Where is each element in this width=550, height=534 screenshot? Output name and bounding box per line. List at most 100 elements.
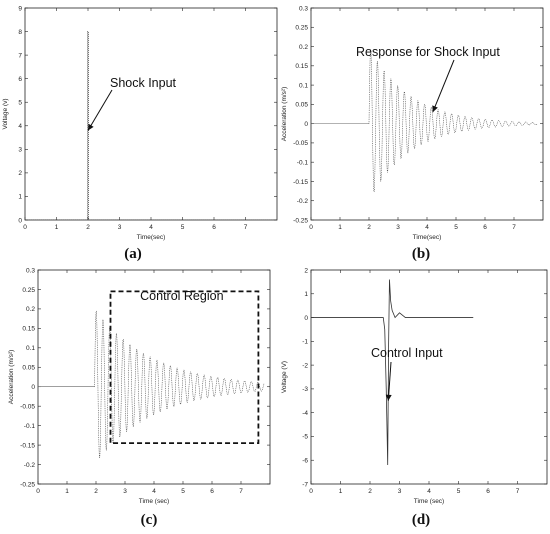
y-axis-label: Acceleration (m/s²)	[8, 350, 15, 405]
x-tick-label: 0	[309, 488, 313, 495]
x-tick-label: 2	[86, 224, 90, 231]
x-tick-label: 7	[244, 224, 248, 231]
annotation-arrow-head	[432, 105, 438, 113]
x-axis-label: Time(sec)	[413, 234, 442, 241]
x-tick-label: 7	[512, 224, 516, 231]
y-tick-label: -4	[302, 410, 308, 417]
annotation-label: Control Input	[371, 346, 443, 360]
y-tick-label: 0.3	[299, 5, 308, 12]
x-tick-label: 1	[338, 224, 342, 231]
x-tick-label: 7	[239, 488, 243, 495]
response-trace	[94, 310, 265, 459]
annotation-label: Shock Input	[110, 76, 177, 90]
annotation-arrow-line	[387, 361, 392, 401]
x-tick-label: 4	[152, 488, 156, 495]
plot-area	[38, 310, 265, 459]
chart-a: 0 1 2 3 4 5 6 7 0 1 2 3 4 5 6 7 8 9 Time(sec) Voltage (v) (a…	[2, 5, 278, 262]
chart-c: 0 1 2 3 4 5 6 7 -0.25 -0.2 -0.15 -0.1 -0.05 0 0.05 0.1 0…	[8, 267, 271, 528]
y-tick-label: 1	[304, 291, 308, 298]
x-tick-label: 3	[118, 224, 122, 231]
response-trace	[368, 49, 538, 193]
annotation-arrow-head	[385, 394, 392, 401]
x-axis-label: Time (sec)	[139, 498, 169, 505]
annotation-arrow-head	[88, 123, 94, 131]
chart-d: 0 1 2 3 4 5 6 7 -7 -6 -5 -4 -3 -2 -1 0 1 2 Time (sec) Volta…	[281, 267, 548, 528]
control-region-box	[109, 290, 260, 445]
y-tick-label: -1	[302, 339, 308, 346]
y-tick-label: 9	[18, 5, 22, 12]
y-tick-label: 0	[31, 384, 35, 391]
plot-area	[25, 31, 277, 220]
panel-caption: (c)	[141, 512, 158, 528]
y-tick-label: -0.2	[24, 462, 36, 469]
y-tick-label: 0.25	[295, 25, 308, 32]
x-tick-label: 0	[309, 224, 313, 231]
plot-area	[311, 279, 474, 465]
y-tick-label: 0	[304, 121, 308, 128]
y-tick-label: 0.3	[26, 267, 35, 274]
y-tick-label: 0.15	[295, 63, 308, 70]
x-tick-label: 5	[457, 488, 461, 495]
shock-trace	[25, 31, 277, 220]
y-tick-label: 5	[18, 100, 22, 107]
x-axis-label: Time(sec)	[137, 234, 166, 241]
x-tick-label: 0	[36, 488, 40, 495]
y-tick-label: 0.2	[26, 306, 35, 313]
y-tick-label: -0.25	[293, 217, 308, 224]
control-region-label: Control Region	[140, 289, 223, 303]
y-tick-label: -2	[302, 362, 308, 369]
control-trace	[311, 279, 474, 465]
x-tick-label: 0	[23, 224, 27, 231]
x-tick-label: 2	[94, 488, 98, 495]
y-tick-label: 0.05	[295, 102, 308, 109]
y-tick-label: -5	[302, 434, 308, 441]
chart-b: 0 1 2 3 4 5 6 7 -0.25 -0.2 -0.15 -0.1 -0.05 0 0.05 0.1 0…	[281, 5, 544, 262]
x-tick-label: 1	[55, 224, 59, 231]
y-tick-label: -0.15	[20, 442, 35, 449]
y-tick-label: -0.1	[297, 159, 309, 166]
plot-frame	[24, 7, 278, 221]
x-tick-label: 4	[427, 488, 431, 495]
y-tick-label: -0.05	[20, 403, 35, 410]
x-tick-label: 4	[425, 224, 429, 231]
annotation-label: Response for Shock Input	[356, 45, 500, 59]
y-tick-label: 2	[18, 170, 22, 177]
y-tick-label: -6	[302, 458, 308, 465]
y-tick-label: -0.25	[20, 481, 35, 488]
y-tick-label: 0.2	[299, 44, 308, 51]
annotation-arrow-line	[87, 89, 113, 131]
panel-caption: (d)	[412, 512, 430, 528]
plot-area	[311, 49, 538, 193]
x-tick-label: 3	[123, 488, 127, 495]
x-tick-label: 6	[210, 488, 214, 495]
y-tick-label: 1	[18, 194, 22, 201]
y-axis-label: Acceleration (m/s²)	[281, 87, 288, 142]
x-tick-label: 3	[398, 488, 402, 495]
x-tick-label: 6	[486, 488, 490, 495]
y-tick-label: 0	[304, 315, 308, 322]
x-tick-label: 6	[483, 224, 487, 231]
y-tick-label: -7	[302, 481, 308, 488]
y-tick-label: 2	[304, 267, 308, 274]
y-tick-label: 0	[18, 217, 22, 224]
panel-caption: (a)	[124, 246, 142, 262]
panel-caption: (b)	[412, 246, 430, 262]
y-tick-label: 0.1	[299, 82, 308, 89]
x-tick-label: 2	[368, 488, 372, 495]
y-tick-label: 7	[18, 52, 22, 59]
plot-frame	[310, 269, 548, 485]
y-axis-label: Voltage (v)	[2, 98, 9, 129]
y-tick-label: -0.1	[24, 423, 36, 430]
x-tick-label: 5	[181, 488, 185, 495]
y-tick-label: -0.2	[297, 198, 309, 205]
y-tick-label: 6	[18, 76, 22, 83]
x-tick-label: 1	[65, 488, 69, 495]
y-tick-label: -0.05	[293, 140, 308, 147]
x-tick-label: 5	[454, 224, 458, 231]
y-axis-label: Voltage (V)	[281, 361, 288, 393]
annotation-arrow-line	[432, 59, 455, 113]
x-axis-label: Time (sec)	[414, 498, 444, 505]
x-tick-label: 5	[181, 224, 185, 231]
y-tick-label: 0.25	[22, 287, 35, 294]
